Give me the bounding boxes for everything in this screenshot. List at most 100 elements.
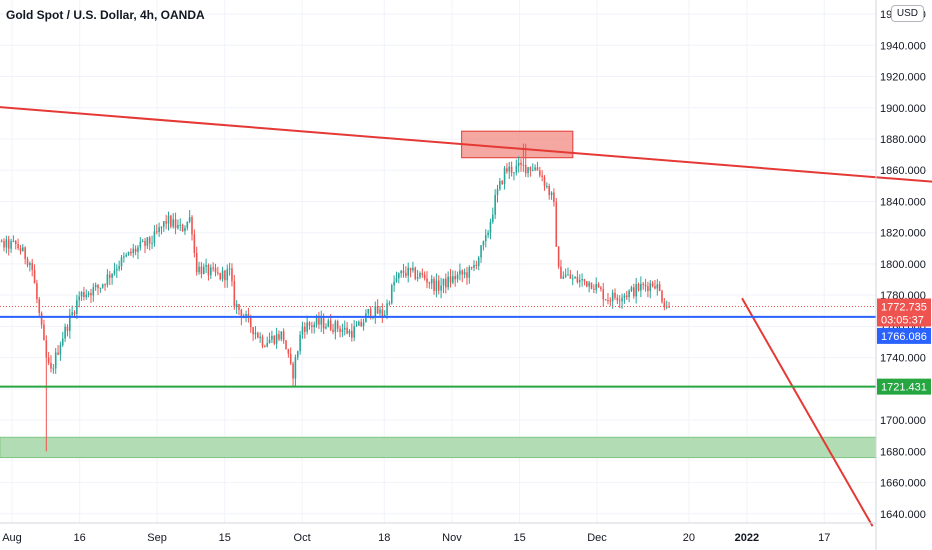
candle-body: [7, 239, 10, 249]
candle-body: [616, 297, 619, 301]
candle-body: [365, 313, 367, 323]
candle-body: [564, 274, 567, 277]
candle-body: [362, 322, 365, 327]
candle-body: [264, 346, 266, 348]
candle-body: [165, 221, 167, 224]
candle-body: [529, 167, 532, 171]
candle-body: [311, 325, 313, 328]
candle-body: [217, 272, 219, 274]
candle-body: [618, 300, 621, 302]
candle-body: [583, 279, 586, 282]
candle-body: [550, 192, 553, 196]
candle-body: [214, 267, 217, 273]
candle-body: [517, 162, 520, 166]
chart-grid: [0, 0, 876, 523]
candle-body: [341, 329, 344, 332]
x-tick-label: Nov: [442, 532, 462, 544]
candle-body: [294, 357, 297, 379]
candle-body: [111, 273, 113, 278]
candle-body: [106, 274, 109, 285]
x-tick-label: 15: [219, 532, 231, 544]
candle-body: [249, 316, 252, 328]
candle-body: [459, 270, 461, 275]
candle-body: [402, 270, 405, 273]
candle-body: [99, 287, 102, 289]
candle-body: [395, 278, 398, 282]
candle-body: [430, 278, 433, 284]
candle-body: [207, 264, 210, 276]
candle-body: [332, 329, 334, 332]
candle-body: [621, 297, 623, 302]
candle-body: [567, 274, 569, 276]
candle-body: [116, 268, 118, 271]
candle-body: [346, 327, 348, 334]
countdown-tag-text: 03:05:37: [881, 315, 924, 327]
candle-body: [261, 336, 264, 347]
candle-body: [369, 308, 372, 317]
x-tick-label: 15: [514, 532, 526, 544]
candle-body: [285, 340, 287, 350]
trendline: [0, 106, 932, 183]
y-tick-label: 1640.000: [880, 509, 926, 521]
blue-level-tag-text: 1766.086: [881, 331, 927, 343]
candle-body: [275, 334, 278, 344]
candle-body: [181, 224, 184, 232]
candle-body: [202, 266, 205, 275]
candle-body: [452, 276, 454, 283]
candle-body: [308, 322, 311, 326]
candle-body: [280, 331, 283, 340]
candle-body: [174, 219, 177, 229]
candle-body: [104, 284, 106, 286]
x-tick-label: Sep: [147, 532, 167, 544]
candle-body: [167, 215, 170, 224]
candle-body: [73, 312, 76, 314]
candle-body: [219, 273, 222, 280]
candle-body: [637, 284, 640, 291]
candle-body: [36, 283, 38, 300]
candle-body: [531, 169, 534, 171]
y-tick-label: 1880.000: [880, 134, 926, 146]
candle-body: [492, 214, 494, 222]
candle-body: [513, 172, 515, 174]
candle-body: [10, 241, 12, 249]
candle-body: [520, 162, 522, 165]
candle-body: [609, 300, 612, 302]
candle-body: [461, 270, 464, 275]
currency-selector[interactable]: USD: [890, 5, 924, 22]
candle-body: [433, 278, 435, 291]
candle-body: [172, 219, 175, 227]
candle-body: [623, 295, 626, 298]
candle-body: [144, 241, 146, 246]
candle-body: [188, 217, 191, 222]
candle-body: [499, 180, 501, 190]
candle-body: [661, 291, 663, 303]
chart-drawings: [0, 106, 932, 527]
candlestick-series: [0, 143, 670, 452]
candle-body: [484, 235, 487, 242]
candle-body: [301, 326, 304, 335]
candle-body: [61, 338, 64, 346]
candle-body: [268, 339, 271, 344]
candle-body: [78, 296, 81, 301]
x-tick-label: 18: [378, 532, 390, 544]
candle-body: [527, 167, 529, 174]
y-tick-label: 1900.000: [880, 103, 926, 115]
candle-body: [524, 164, 527, 174]
x-tick-label: 17: [818, 532, 830, 544]
candle-body: [292, 363, 294, 379]
candle-body: [376, 306, 379, 314]
candle-body: [625, 295, 628, 298]
candle-body: [212, 267, 214, 269]
candle-body: [193, 234, 196, 253]
candle-body: [132, 248, 135, 254]
candle-body: [139, 241, 142, 248]
candle-body: [141, 241, 144, 243]
candle-body: [108, 274, 111, 278]
candle-body: [5, 239, 8, 248]
trendline: [741, 297, 874, 527]
candle-body: [163, 221, 165, 227]
candle-body: [334, 321, 337, 332]
candle-body: [304, 326, 306, 332]
